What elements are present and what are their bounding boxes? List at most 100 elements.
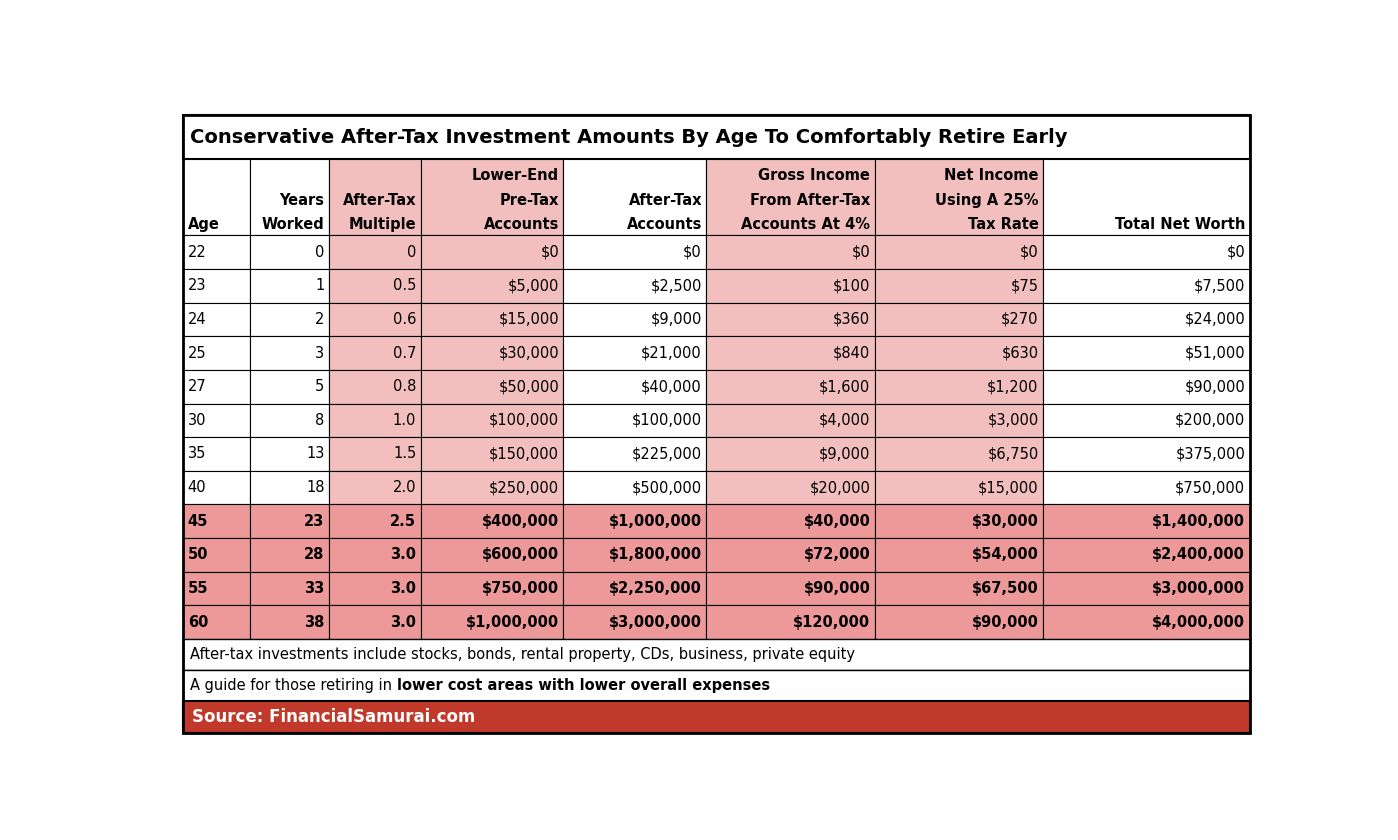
Bar bbox=[183, 538, 250, 572]
Text: 45: 45 bbox=[187, 514, 208, 528]
Text: After-Tax: After-Tax bbox=[629, 193, 702, 208]
Bar bbox=[250, 370, 329, 403]
Bar bbox=[875, 269, 1043, 302]
Text: $3,000,000: $3,000,000 bbox=[610, 615, 702, 630]
Bar bbox=[329, 269, 421, 302]
Bar bbox=[183, 639, 1250, 670]
Text: 0: 0 bbox=[315, 244, 324, 260]
Bar bbox=[563, 235, 706, 269]
Bar bbox=[1043, 302, 1250, 336]
Text: 8: 8 bbox=[315, 412, 324, 428]
Text: $2,500: $2,500 bbox=[650, 278, 702, 293]
Text: $400,000: $400,000 bbox=[482, 514, 559, 528]
Text: $20,000: $20,000 bbox=[809, 480, 871, 495]
Bar bbox=[421, 159, 563, 235]
Text: $40,000: $40,000 bbox=[804, 514, 871, 528]
Text: $120,000: $120,000 bbox=[793, 615, 871, 630]
Bar bbox=[875, 606, 1043, 639]
Text: $15,000: $15,000 bbox=[979, 480, 1039, 495]
Text: $0: $0 bbox=[684, 244, 702, 260]
Bar bbox=[1043, 504, 1250, 538]
Text: $90,000: $90,000 bbox=[972, 615, 1039, 630]
Text: $30,000: $30,000 bbox=[972, 514, 1039, 528]
Text: $630: $630 bbox=[1001, 345, 1039, 360]
Text: 0: 0 bbox=[407, 244, 417, 260]
Bar bbox=[1043, 370, 1250, 403]
Bar bbox=[183, 670, 1250, 701]
Bar bbox=[706, 269, 875, 302]
Text: $225,000: $225,000 bbox=[632, 446, 702, 461]
Bar bbox=[563, 572, 706, 606]
Text: Worked: Worked bbox=[261, 218, 324, 232]
Bar bbox=[1043, 159, 1250, 235]
Bar bbox=[706, 235, 875, 269]
Text: $360: $360 bbox=[833, 312, 871, 327]
Bar bbox=[1043, 437, 1250, 470]
Text: Accounts: Accounts bbox=[626, 218, 702, 232]
Bar bbox=[421, 336, 563, 370]
Bar bbox=[421, 235, 563, 269]
Bar bbox=[1043, 403, 1250, 437]
Bar bbox=[421, 572, 563, 606]
Bar bbox=[875, 336, 1043, 370]
Bar bbox=[250, 606, 329, 639]
Bar bbox=[1043, 235, 1250, 269]
Text: $1,200: $1,200 bbox=[987, 379, 1039, 394]
Text: 0.5: 0.5 bbox=[393, 278, 417, 293]
Bar bbox=[563, 269, 706, 302]
Text: $90,000: $90,000 bbox=[1184, 379, 1246, 394]
Text: Conservative After-Tax Investment Amounts By Age To Comfortably Retire Early: Conservative After-Tax Investment Amount… bbox=[190, 128, 1068, 146]
Text: $1,600: $1,600 bbox=[819, 379, 871, 394]
Text: $0: $0 bbox=[1226, 244, 1246, 260]
Bar bbox=[1043, 336, 1250, 370]
Text: $50,000: $50,000 bbox=[498, 379, 559, 394]
Bar bbox=[250, 538, 329, 572]
Bar bbox=[329, 470, 421, 504]
Bar bbox=[875, 538, 1043, 572]
Bar bbox=[183, 115, 1250, 159]
Text: $100: $100 bbox=[833, 278, 871, 293]
Text: 3: 3 bbox=[316, 345, 324, 360]
Text: $75: $75 bbox=[1011, 278, 1039, 293]
Bar bbox=[1043, 538, 1250, 572]
Bar bbox=[421, 302, 563, 336]
Text: $5,000: $5,000 bbox=[507, 278, 559, 293]
Text: 3.0: 3.0 bbox=[390, 581, 417, 596]
Text: $9,000: $9,000 bbox=[650, 312, 702, 327]
Text: 5: 5 bbox=[315, 379, 324, 394]
Text: 24: 24 bbox=[187, 312, 207, 327]
Bar bbox=[563, 403, 706, 437]
Bar bbox=[421, 470, 563, 504]
Text: $9,000: $9,000 bbox=[819, 446, 871, 461]
Bar bbox=[250, 235, 329, 269]
Bar bbox=[1043, 269, 1250, 302]
Text: $0: $0 bbox=[851, 244, 871, 260]
Bar bbox=[1043, 470, 1250, 504]
Text: 2: 2 bbox=[315, 312, 324, 327]
Text: 18: 18 bbox=[306, 480, 324, 495]
Bar bbox=[329, 302, 421, 336]
Text: A guide for those retiring in: A guide for those retiring in bbox=[190, 678, 397, 693]
Bar bbox=[875, 370, 1043, 403]
Text: After-tax investments include stocks, bonds, rental property, CDs, business, pri: After-tax investments include stocks, bo… bbox=[190, 647, 856, 662]
Text: 3.0: 3.0 bbox=[390, 615, 417, 630]
Text: 27: 27 bbox=[187, 379, 207, 394]
Text: Tax Rate: Tax Rate bbox=[967, 218, 1039, 232]
Bar bbox=[329, 504, 421, 538]
Bar bbox=[250, 336, 329, 370]
Bar bbox=[183, 606, 250, 639]
Text: $2,400,000: $2,400,000 bbox=[1152, 548, 1246, 562]
Text: 23: 23 bbox=[305, 514, 324, 528]
Bar bbox=[250, 269, 329, 302]
Bar bbox=[329, 370, 421, 403]
Bar bbox=[183, 269, 250, 302]
Text: $750,000: $750,000 bbox=[1176, 480, 1246, 495]
Bar bbox=[329, 437, 421, 470]
Bar bbox=[421, 370, 563, 403]
Text: 33: 33 bbox=[305, 581, 324, 596]
Text: $3,000,000: $3,000,000 bbox=[1152, 581, 1246, 596]
Bar bbox=[250, 437, 329, 470]
Text: $1,400,000: $1,400,000 bbox=[1152, 514, 1246, 528]
Text: $0: $0 bbox=[541, 244, 559, 260]
Text: 1.0: 1.0 bbox=[393, 412, 417, 428]
